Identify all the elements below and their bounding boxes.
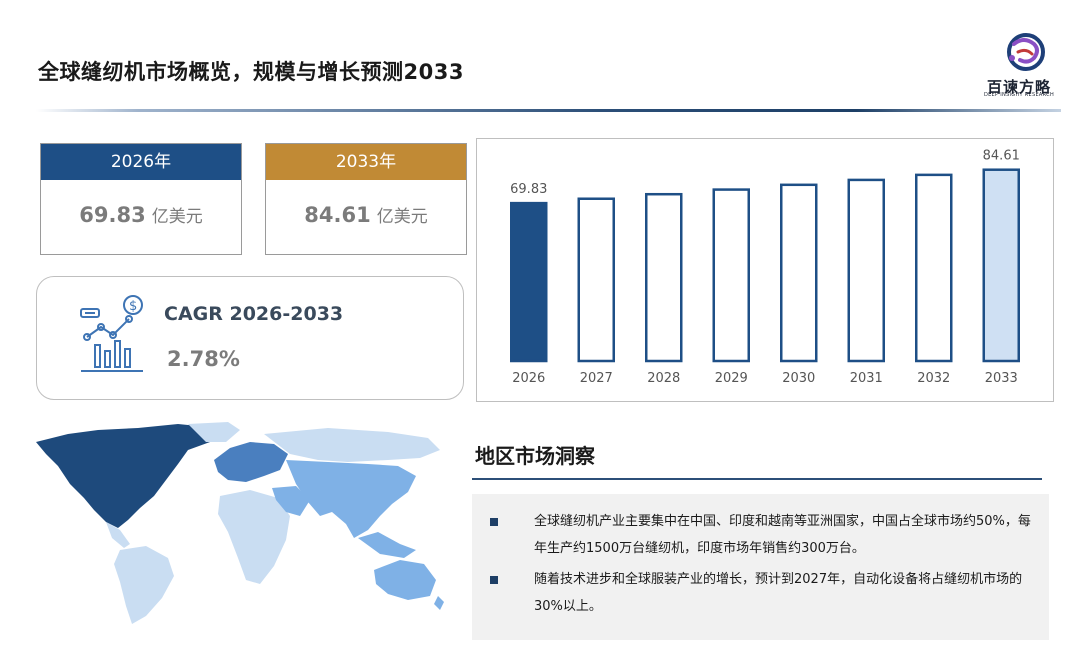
map-region-africa bbox=[218, 490, 290, 584]
x-tick-label: 2028 bbox=[647, 371, 680, 386]
stat-card-unit: 亿美元 bbox=[151, 207, 203, 227]
bar-2033 bbox=[982, 168, 1020, 363]
bar-2026 bbox=[510, 201, 548, 363]
title-divider bbox=[36, 109, 1061, 112]
swirl-logo-icon bbox=[1007, 33, 1045, 71]
bullet-square-icon bbox=[490, 518, 498, 526]
stat-card-unit: 亿美元 bbox=[376, 207, 428, 227]
map-region-middle-east bbox=[272, 486, 310, 516]
data-label: 69.83 bbox=[510, 182, 547, 197]
x-tick-label: 2031 bbox=[850, 371, 883, 386]
bar-2029 bbox=[712, 188, 750, 363]
bar-2031 bbox=[847, 178, 885, 363]
logo-tagline: DEEP INSIGHT RESEARCH bbox=[983, 92, 1055, 98]
stat-card-value-row: 84.61 亿美元 bbox=[266, 202, 466, 227]
growth-chart-dollar-icon: $ bbox=[80, 295, 143, 372]
market-size-bar-chart: 2026 69.83 2027 2028 2029 2030 2031 2032 2033 84.… bbox=[476, 138, 1054, 402]
stat-card-year: 2033年 bbox=[266, 144, 466, 180]
bar-2032 bbox=[915, 173, 953, 363]
insights-title: 地区市场洞察 bbox=[475, 444, 595, 468]
insight-bullet: 全球缝纫机产业主要集中在中国、印度和越南等亚洲国家，中国占全球市场约50%，每年… bbox=[490, 508, 1035, 562]
x-tick-label: 2029 bbox=[715, 371, 748, 386]
map-region-europe bbox=[214, 442, 288, 482]
insight-bullet: 随着技术进步和全球服装产业的增长，预计到2027年，自动化设备将占缝纫机市场的3… bbox=[490, 566, 1035, 620]
data-label: 84.61 bbox=[983, 149, 1020, 164]
map-region-greenland bbox=[188, 422, 240, 442]
stat-card-2026: 2026年 69.83 亿美元 bbox=[40, 143, 242, 255]
cagr-label: CAGR 2026-2033 bbox=[164, 303, 344, 325]
stat-card-year: 2026年 bbox=[41, 144, 241, 180]
insight-text: 全球缝纫机产业主要集中在中国、印度和越南等亚洲国家，中国占全球市场约50%，每年… bbox=[534, 514, 1031, 556]
map-region-south-east-asia bbox=[358, 532, 416, 558]
insights-divider bbox=[472, 478, 1042, 480]
bar-2030 bbox=[780, 183, 818, 363]
cagr-value: 2.78% bbox=[167, 347, 240, 371]
world-map-icon bbox=[36, 422, 444, 624]
map-region-central-america bbox=[106, 522, 130, 548]
map-region-north-america bbox=[36, 424, 218, 528]
stat-card-2033: 2033年 84.61 亿美元 bbox=[265, 143, 467, 255]
x-tick-label: 2027 bbox=[580, 371, 613, 386]
bar-2028 bbox=[645, 192, 683, 363]
x-tick-label: 2026 bbox=[512, 371, 545, 386]
page-title: 全球缝纫机市场概览，规模与增长预测2033 bbox=[38, 60, 464, 84]
x-tick-label: 2033 bbox=[985, 371, 1018, 386]
map-region-new-zealand bbox=[434, 596, 444, 610]
stat-card-value: 69.83 bbox=[79, 203, 146, 227]
stat-card-value-row: 69.83 亿美元 bbox=[41, 202, 241, 227]
insights-panel: 全球缝纫机产业主要集中在中国、印度和越南等亚洲国家，中国占全球市场约50%，每年… bbox=[472, 494, 1049, 640]
map-region-russia bbox=[264, 428, 440, 462]
svg-text:$: $ bbox=[129, 299, 137, 314]
bullet-square-icon bbox=[490, 576, 498, 584]
stat-card-value: 84.61 bbox=[304, 203, 371, 227]
insight-text: 随着技术进步和全球服装产业的增长，预计到2027年，自动化设备将占缝纫机市场的3… bbox=[534, 572, 1023, 614]
bar-chart-svg: 2026 69.83 2027 2028 2029 2030 2031 2032 2033 84.… bbox=[510, 149, 1020, 386]
map-region-south-america bbox=[114, 546, 174, 624]
bar-2027 bbox=[577, 197, 615, 363]
x-tick-label: 2030 bbox=[782, 371, 815, 386]
logo-name: 百谏方略 bbox=[986, 78, 1051, 96]
x-tick-label: 2032 bbox=[917, 371, 950, 386]
map-region-asia bbox=[286, 460, 416, 538]
map-region-australia bbox=[374, 560, 436, 600]
cagr-panel: $ CAGR 2026-2033 2.78% bbox=[36, 276, 464, 400]
